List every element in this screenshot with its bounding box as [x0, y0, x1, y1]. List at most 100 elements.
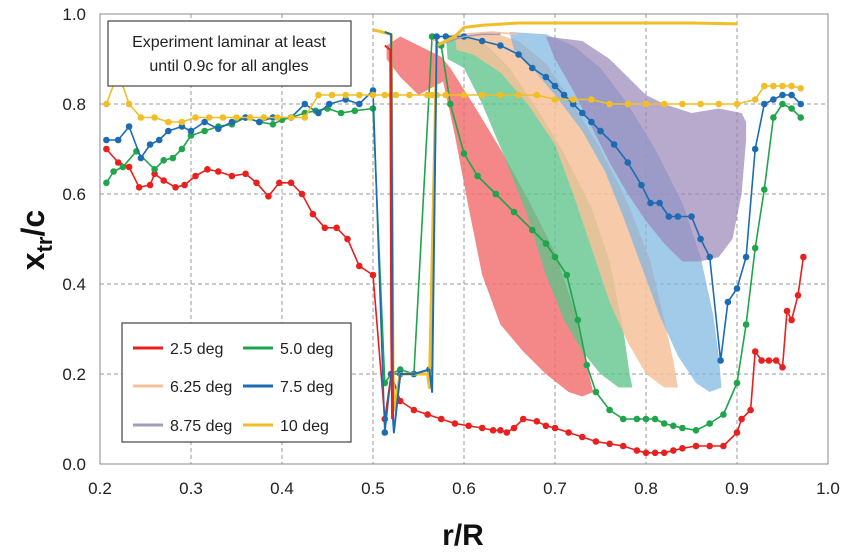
- data-point-7-5-deg: [187, 127, 195, 135]
- data-point-7-5-deg: [381, 429, 389, 436]
- data-point-7-5-deg: [228, 118, 236, 126]
- data-point-10-deg: [697, 100, 704, 108]
- legend: 2.5 deg 5.0 deg 6.25 deg 7.5 deg 8.75 deg 10 …: [121, 322, 352, 443]
- data-point-2-5-deg: [633, 447, 641, 454]
- plot-frame: [99, 13, 829, 465]
- data-point-2-5-deg: [692, 442, 700, 450]
- x-tick-label: 0.6: [452, 479, 476, 498]
- data-point-7-5-deg: [724, 298, 732, 306]
- data-point-2-5-deg: [679, 445, 686, 452]
- data-point-2-5-deg: [276, 179, 283, 187]
- x-axis-ticks: 0.2 0.3 0.4 0.5 0.6 0.7 0.8 0.9 1.0: [88, 479, 840, 498]
- data-point-2-5-deg: [253, 179, 260, 187]
- data-point-2-5-deg: [503, 429, 511, 436]
- data-point-7-5-deg: [588, 118, 595, 126]
- series-line-2-5-deg: [384, 44, 394, 420]
- data-point-5-0-deg: [751, 244, 759, 252]
- data-point-7-5-deg: [624, 159, 632, 166]
- data-point-2-5-deg: [298, 190, 306, 198]
- y-axis-ticks: 0.0 0.2 0.4 0.6 0.8 1.0: [62, 5, 86, 474]
- y-tick-label: 0.0: [62, 455, 86, 474]
- data-point-5-0-deg: [651, 415, 659, 423]
- data-point-2-5-deg: [519, 415, 527, 423]
- data-point-10-deg: [381, 91, 389, 99]
- data-point-7-5-deg: [103, 136, 110, 144]
- data-point-2-5-deg: [333, 224, 340, 232]
- data-point-2-5-deg: [356, 262, 363, 270]
- data-point-2-5-deg: [758, 357, 765, 364]
- data-point-5-0-deg: [201, 127, 208, 135]
- data-point-7-5-deg: [551, 82, 559, 90]
- data-point-10-deg: [178, 118, 186, 126]
- legend-label: 5.0 deg: [280, 341, 333, 358]
- data-point-5-0-deg: [151, 166, 158, 173]
- data-point-7-5-deg: [697, 235, 704, 243]
- y-axis-title-sub: tr: [32, 236, 57, 252]
- data-point-10-deg: [356, 91, 363, 99]
- data-point-2-5-deg: [228, 172, 236, 180]
- data-point-5-0-deg: [574, 316, 582, 324]
- annotation-line-1: Experiment laminar at least: [132, 34, 326, 51]
- data-point-5-0-deg: [733, 379, 741, 387]
- band-8-75-deg: [545, 36, 747, 262]
- data-point-10-deg: [779, 82, 786, 90]
- data-point-2-5-deg: [783, 307, 791, 315]
- data-point-5-0-deg: [797, 114, 804, 121]
- data-point-7-5-deg: [770, 96, 777, 103]
- data-point-2-5-deg: [619, 442, 627, 450]
- x-tick-label: 0.4: [270, 479, 294, 498]
- data-point-5-0-deg: [460, 150, 468, 157]
- data-point-2-5-deg: [794, 292, 802, 299]
- data-point-5-0-deg: [178, 145, 186, 153]
- legend-label: 2.5 deg: [170, 341, 223, 358]
- legend-label: 6.25 deg: [170, 379, 232, 396]
- data-point-2-5-deg: [489, 427, 497, 434]
- data-point-10-deg: [642, 100, 650, 108]
- data-point-7-5-deg: [326, 100, 333, 108]
- data-point-10-deg: [624, 100, 632, 108]
- data-point-5-0-deg: [770, 114, 777, 121]
- data-point-2-5-deg: [670, 447, 677, 454]
- data-point-2-5-deg: [478, 424, 486, 432]
- data-point-5-0-deg: [119, 163, 127, 171]
- band-6-25-deg: [454, 32, 678, 388]
- data-point-2-5-deg: [565, 429, 572, 436]
- data-point-5-0-deg: [563, 271, 571, 279]
- data-point-10-deg: [103, 100, 110, 108]
- data-point-2-5-deg: [733, 429, 741, 436]
- data-point-2-5-deg: [747, 406, 754, 414]
- data-point-10-deg: [679, 100, 686, 108]
- data-point-7-5-deg: [638, 181, 645, 189]
- data-point-2-5-deg: [437, 415, 445, 423]
- data-point-7-5-deg: [706, 253, 713, 261]
- data-point-5-0-deg: [788, 105, 795, 112]
- data-point-7-5-deg: [255, 118, 263, 126]
- data-point-2-5-deg: [542, 422, 550, 430]
- data-point-5-0-deg: [551, 253, 559, 261]
- data-point-7-5-deg: [717, 357, 724, 364]
- data-point-2-5-deg: [215, 168, 222, 175]
- data-point-10-deg: [478, 91, 486, 99]
- data-point-10-deg: [551, 96, 559, 103]
- data-point-5-0-deg: [619, 415, 627, 423]
- data-point-2-5-deg: [642, 449, 650, 457]
- data-point-10-deg: [715, 100, 723, 108]
- data-point-2-5-deg: [788, 316, 795, 324]
- data-point-7-5-deg: [114, 136, 122, 144]
- data-point-2-5-deg: [651, 449, 659, 457]
- data-point-5-0-deg: [679, 424, 686, 432]
- data-point-10-deg: [406, 91, 413, 99]
- prediction-bands: [386, 32, 747, 397]
- data-point-7-5-deg: [665, 213, 673, 220]
- data-point-7-5-deg: [656, 199, 663, 207]
- data-point-2-5-deg: [344, 235, 351, 243]
- x-tick-label: 0.3: [179, 479, 203, 498]
- x-tick-label: 0.5: [361, 479, 385, 498]
- data-point-2-5-deg: [114, 159, 122, 166]
- data-point-7-5-deg: [742, 253, 750, 261]
- x-tick-label: 1.0: [816, 479, 840, 498]
- data-point-10-deg: [260, 114, 268, 121]
- data-point-5-0-deg: [492, 190, 500, 198]
- data-point-5-0-deg: [779, 100, 786, 108]
